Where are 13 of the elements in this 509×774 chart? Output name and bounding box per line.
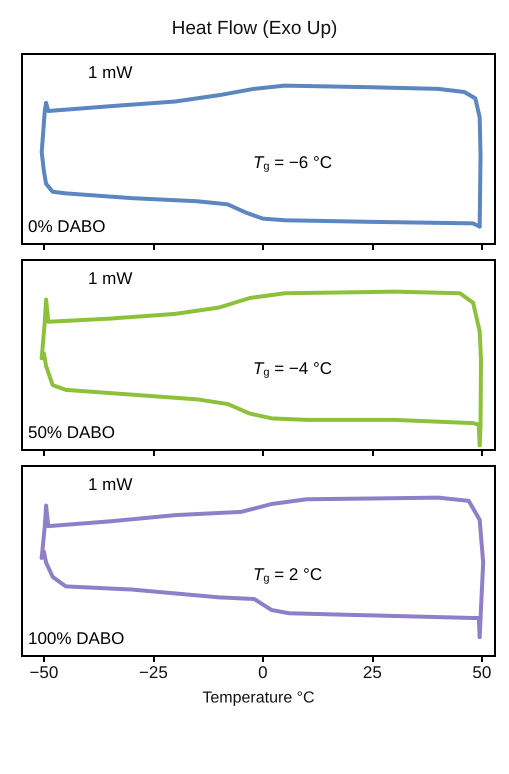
text: 1 mW <box>88 269 132 288</box>
x-tick-label: 0 <box>258 663 268 682</box>
x-tick-label: 50 <box>472 663 492 682</box>
x-tick-label: −50 <box>29 663 58 682</box>
chart-title: Heat Flow (Exo Up) <box>172 18 338 39</box>
annotation: 0% DABO <box>28 217 106 236</box>
x-tick-label: −25 <box>138 663 168 682</box>
text: 1 mW <box>88 475 132 494</box>
x-axis-title: Temperature °C <box>202 690 315 706</box>
annotation: 100% DABO <box>28 629 124 648</box>
x-tick-label: 25 <box>362 663 382 682</box>
annotation: 50% DABO <box>28 423 115 442</box>
text: 1 mW <box>88 63 132 82</box>
